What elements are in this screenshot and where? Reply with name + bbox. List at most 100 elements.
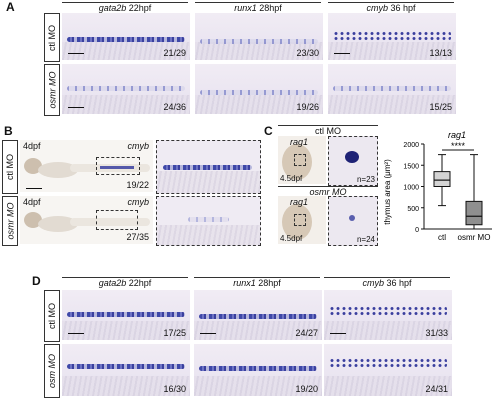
panel-c-label: C bbox=[264, 124, 273, 138]
scale-bar bbox=[330, 332, 346, 334]
y-tick-label: 500 bbox=[407, 206, 419, 213]
panel-d-count: 31/33 bbox=[425, 328, 448, 338]
panel-d-count: 17/25 bbox=[163, 328, 186, 338]
scale-bar bbox=[334, 52, 350, 54]
panel-a-image-osmr-runx1: 19/26 bbox=[195, 64, 323, 114]
thymus-stain bbox=[345, 151, 359, 163]
panel-a-head-2: runx1 28hpf bbox=[195, 2, 321, 13]
panel-d-count: 19/20 bbox=[295, 384, 318, 394]
panel-a-head-2-gene: runx1 bbox=[234, 3, 257, 13]
y-axis-label: thymus area (μm²) bbox=[383, 159, 392, 225]
plot-title: rag1 bbox=[448, 130, 466, 140]
panel-a-count: 21/29 bbox=[163, 48, 186, 58]
panel-b-row-label-osmr: osmr MO bbox=[2, 196, 18, 246]
panel-a-image-ctl-runx1: 23/30 bbox=[195, 13, 323, 60]
panel-b-gene: cmyb bbox=[127, 141, 149, 151]
panel-b-gene: cmyb bbox=[127, 197, 149, 207]
panel-a-row-label-ctl-text: ctl MO bbox=[47, 24, 57, 51]
panel-a-count: 15/25 bbox=[429, 102, 452, 112]
thymus-stain bbox=[349, 215, 355, 221]
panel-a-row-label-ctl: ctl MO bbox=[44, 13, 60, 62]
panel-a-row-label-osmr: osmr MO bbox=[44, 64, 60, 116]
y-ticks: 0 500 1000 1500 2000 bbox=[403, 142, 424, 234]
panel-d-count: 24/27 bbox=[295, 328, 318, 338]
scale-bar bbox=[68, 106, 84, 108]
panel-c-stage: 4.5dpf bbox=[280, 234, 303, 243]
panel-d-head-2-gene: runx1 bbox=[233, 278, 256, 288]
panel-c-inset-ctl: n=23 bbox=[328, 136, 378, 186]
panel-b-image-osmr: 4dpf cmyb 27/35 bbox=[20, 196, 153, 244]
panel-a-count: 13/13 bbox=[429, 48, 452, 58]
y-tick-label: 2000 bbox=[403, 142, 419, 149]
panel-a-image-ctl-cmyb: 13/13 bbox=[328, 13, 456, 60]
y-tick-label: 1500 bbox=[403, 163, 419, 170]
thymus-area-boxplot: rag1 thymus area (μm²) 0500100015002000 … bbox=[383, 130, 492, 242]
panel-d-row-label-osm: osm MO bbox=[44, 344, 60, 398]
panel-c-count: n=24 bbox=[356, 235, 375, 244]
panel-b-inset-ctl bbox=[156, 140, 261, 194]
panel-b-row-label-ctl-text: ctl MO bbox=[5, 154, 15, 180]
panel-d-image-osm-gata2b: 16/30 bbox=[62, 344, 190, 396]
panel-a-head-3-stage: 36 hpf bbox=[390, 3, 416, 13]
panel-a-head-2-stage: 28hpf bbox=[259, 3, 282, 13]
panel-d-head-1: gata2b 22hpf bbox=[62, 277, 188, 288]
panel-c-count: n=23 bbox=[356, 175, 375, 184]
panel-d-row-label-ctl: ctl MO bbox=[44, 290, 60, 342]
panel-b-row-label-ctl: ctl MO bbox=[2, 140, 18, 194]
box bbox=[465, 200, 483, 226]
panel-d-head-2: runx1 28hpf bbox=[194, 277, 320, 288]
panel-d-head-3-stage: 36 hpf bbox=[386, 278, 412, 288]
panel-c-row-label-ctl: ctl MO bbox=[278, 125, 378, 136]
panel-b-inset-osmr bbox=[156, 196, 261, 246]
panel-b-row-label-osmr-text: osmr MO bbox=[5, 202, 15, 240]
embryo-head bbox=[24, 212, 42, 228]
inset-box bbox=[96, 210, 138, 230]
scale-bar bbox=[68, 52, 84, 54]
panel-b-image-ctl: 4dpf cmyb 19/22 bbox=[20, 140, 153, 192]
panel-d-head-3: cmyb 36 hpf bbox=[324, 277, 450, 288]
cmyb-stain bbox=[100, 166, 134, 169]
panel-c-row-label-osmr-text: osmr MO bbox=[309, 187, 347, 197]
panel-d-count: 24/31 bbox=[425, 384, 448, 394]
boxes bbox=[433, 154, 483, 230]
y-tick-label: 0 bbox=[415, 227, 419, 234]
panel-c-image-osmr: rag1 4.5dpf bbox=[278, 196, 326, 244]
embryo-head bbox=[282, 144, 312, 180]
panel-b-stage: 4dpf bbox=[23, 197, 41, 207]
panel-b-stage: 4dpf bbox=[23, 141, 41, 151]
panel-c-image-ctl: rag1 4.5dpf bbox=[278, 136, 326, 184]
panel-a-head-3: cmyb 36 hpf bbox=[328, 2, 454, 13]
panel-a-image-ctl-gata2b: 21/29 bbox=[62, 13, 190, 60]
panel-b-count: 27/35 bbox=[126, 232, 149, 242]
panel-a-image-osmr-cmyb: 15/25 bbox=[328, 64, 456, 114]
inset-box bbox=[294, 214, 306, 226]
panel-a-label: A bbox=[6, 0, 15, 14]
embryo-yolk bbox=[38, 216, 78, 232]
x-ticks: ctl osmr MO bbox=[438, 233, 490, 242]
panel-a-head-3-gene: cmyb bbox=[366, 3, 388, 13]
panel-d-image-osm-cmyb: 24/31 bbox=[324, 344, 452, 396]
scale-bar bbox=[68, 332, 84, 334]
embryo-head bbox=[282, 204, 312, 240]
embryo-yolk bbox=[38, 162, 78, 178]
inset-box bbox=[96, 157, 140, 175]
embryo-head bbox=[24, 158, 42, 174]
panel-d-head-1-gene: gata2b bbox=[98, 278, 127, 288]
panel-b-label: B bbox=[4, 124, 13, 138]
panel-a-count: 23/30 bbox=[296, 48, 319, 58]
panel-d-row-label-ctl-text: ctl MO bbox=[47, 303, 57, 329]
x-tick-label: ctl bbox=[438, 233, 446, 242]
panel-d-head-2-stage: 28hpf bbox=[258, 278, 281, 288]
scale-bar bbox=[200, 332, 216, 334]
panel-d-count: 16/30 bbox=[163, 384, 186, 394]
panel-d-label: D bbox=[32, 274, 41, 288]
panel-d-image-ctl-gata2b: 17/25 bbox=[62, 290, 190, 340]
panel-a-count: 19/26 bbox=[296, 102, 319, 112]
panel-a-row-label-osmr-text: osmr MO bbox=[47, 71, 57, 109]
panel-d-head-1-stage: 22hpf bbox=[128, 278, 152, 288]
embryo-tail bbox=[70, 218, 150, 226]
panel-a-head-1-gene: gata2b bbox=[98, 3, 127, 13]
y-tick-label: 1000 bbox=[403, 185, 419, 192]
panel-d-head-3-gene: cmyb bbox=[362, 278, 384, 288]
panel-d-image-osm-runx1: 19/20 bbox=[194, 344, 322, 396]
